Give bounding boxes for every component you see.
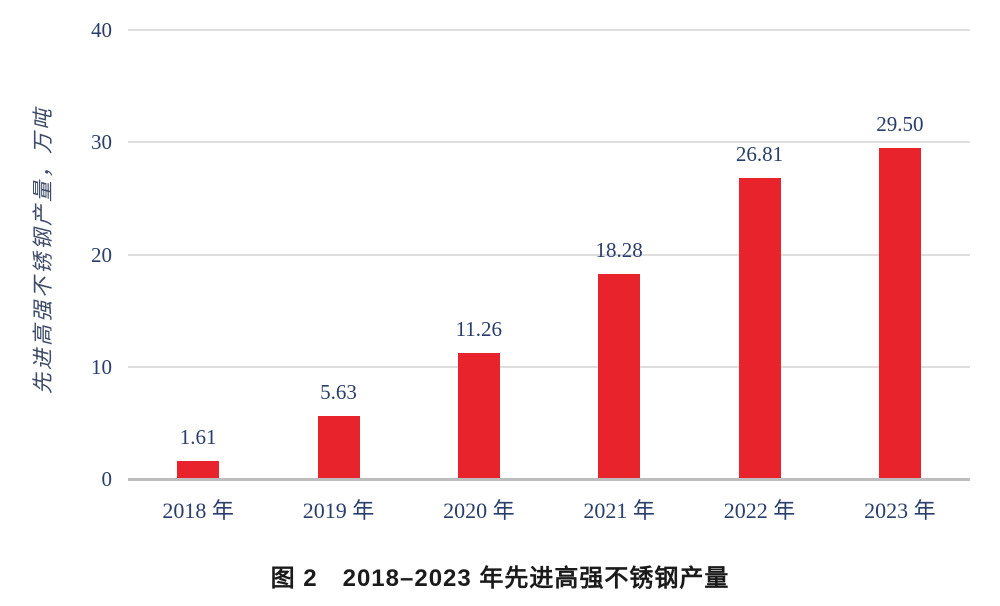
bar <box>177 460 220 478</box>
bar-value-label: 29.50 <box>876 111 924 136</box>
bar <box>738 178 781 478</box>
bar <box>457 352 500 478</box>
bar-value-label: 11.26 <box>455 316 503 341</box>
y-tick-label: 0 <box>101 467 113 491</box>
gridline <box>128 29 970 31</box>
x-axis-line <box>128 478 970 481</box>
bar <box>878 147 921 478</box>
x-tick-label: 2021 年 <box>583 498 655 523</box>
x-tick-label: 2018 年 <box>162 498 234 523</box>
x-tick-label: 2019 年 <box>302 498 375 523</box>
bar-value-label: 1.61 <box>179 424 217 449</box>
bar-value-label: 5.63 <box>320 379 357 404</box>
x-tick-label: 2023 年 <box>864 498 936 523</box>
bar <box>317 415 360 478</box>
plot-area <box>128 29 970 481</box>
y-tick-label: 20 <box>91 242 112 267</box>
x-tick-label: 2020 年 <box>443 498 515 523</box>
y-tick-label: 30 <box>91 130 112 155</box>
y-tick-label: 40 <box>91 18 112 42</box>
x-tick-label: 2022 年 <box>723 498 796 523</box>
bar <box>598 273 641 478</box>
bar-value-label: 18.28 <box>595 237 643 262</box>
chart-caption: 图 2 2018–2023 年先进高强不锈钢产量 <box>270 565 730 592</box>
bar-value-label: 26.81 <box>735 142 784 167</box>
gridline <box>128 365 970 368</box>
gridline <box>128 141 970 144</box>
gridline <box>128 253 970 256</box>
y-tick-label: 10 <box>91 354 112 379</box>
